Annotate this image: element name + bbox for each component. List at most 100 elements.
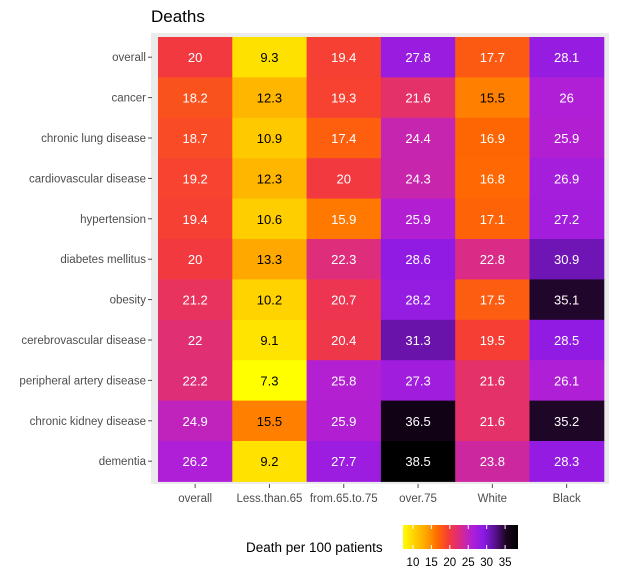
- heatmap-cell: [455, 37, 530, 78]
- cell-value-label: 28.3: [554, 454, 579, 469]
- legend-tick-label: 15: [425, 557, 438, 569]
- heatmap-cell: [380, 319, 456, 361]
- cell-value-label: 28.5: [554, 333, 579, 348]
- x-tick-label: Black: [553, 493, 581, 505]
- y-tick-label: cardiovascular disease: [29, 173, 146, 185]
- color-legend: Death per 100 patients 10 15 20 25 30 35: [246, 525, 518, 569]
- heatmap-cell: [158, 198, 233, 240]
- heatmap-cell: [158, 37, 233, 78]
- cell-value-label: 35.2: [554, 414, 579, 429]
- heatmap-cell: [306, 239, 382, 280]
- cell-value-label: 16.9: [480, 131, 505, 146]
- heatmap-cell: [306, 400, 382, 442]
- heatmap-cell: [529, 117, 605, 159]
- x-axis-labels: overall Less.than.65 from.65.to.75 over.75 W…: [178, 484, 581, 505]
- cell-value-label: 25.9: [554, 131, 579, 146]
- cell-value-label: 23.8: [480, 454, 505, 469]
- heatmap-cell: [455, 239, 530, 280]
- heatmap-cell: [455, 77, 530, 119]
- heatmap-cell: [455, 198, 530, 240]
- cell-value-label: 7.3: [260, 373, 278, 388]
- heatmap-cell: [306, 441, 382, 482]
- y-tick-label: chronic kidney disease: [30, 416, 146, 428]
- heatmap-cell: [158, 239, 233, 280]
- cell-value-label: 10.9: [257, 131, 282, 146]
- heatmap-cell: [380, 37, 456, 78]
- heatmap-cell: [306, 279, 382, 321]
- legend-tick-label: 35: [499, 557, 512, 569]
- cell-value-label: 17.7: [480, 50, 505, 65]
- heatmap-cell: [380, 198, 456, 240]
- cell-value-label: 20.4: [331, 333, 356, 348]
- cell-value-label: 10.6: [257, 212, 282, 227]
- cell-value-label: 10.2: [257, 293, 282, 308]
- heatmap-cell: [158, 319, 233, 361]
- heatmap-cell: [158, 400, 233, 442]
- cell-value-label: 35.1: [554, 293, 579, 308]
- cell-value-label: 17.4: [331, 131, 356, 146]
- cell-value-label: 26.1: [554, 373, 579, 388]
- cell-value-label: 21.6: [480, 373, 505, 388]
- heatmap-cell: [455, 117, 530, 159]
- cell-value-label: 27.7: [331, 454, 356, 469]
- cell-value-label: 28.2: [405, 293, 430, 308]
- heatmap-cell: [306, 77, 382, 119]
- heatmap-cell: [455, 158, 530, 200]
- heatmap-cell: [529, 77, 605, 119]
- heatmap-cell: [232, 360, 308, 402]
- cell-value-label: 28.1: [554, 50, 579, 65]
- cell-value-label: 18.7: [182, 131, 207, 146]
- heatmap-cell: [232, 239, 308, 280]
- cell-value-label: 19.4: [182, 212, 207, 227]
- heatmap-cell: [529, 400, 605, 442]
- cell-value-label: 36.5: [405, 414, 430, 429]
- cell-value-label: 19.4: [331, 50, 356, 65]
- heatmap-cell: [529, 360, 605, 402]
- cell-value-label: 20: [188, 50, 202, 65]
- legend-title: Death per 100 patients: [246, 540, 383, 555]
- chart-title: Deaths: [151, 7, 205, 26]
- heatmap-cell: [232, 158, 308, 200]
- cell-value-label: 16.8: [480, 171, 505, 186]
- y-tick-label: peripheral artery disease: [19, 375, 146, 387]
- cell-value-label: 9.3: [260, 50, 278, 65]
- heatmap-cell: [529, 279, 605, 321]
- heatmap-cell: [158, 158, 233, 200]
- cell-value-label: 31.3: [405, 333, 430, 348]
- cell-value-label: 19.5: [480, 333, 505, 348]
- cell-value-label: 12.3: [257, 171, 282, 186]
- heatmap-cell: [455, 360, 530, 402]
- x-tick-label: White: [478, 493, 507, 505]
- x-tick-label: from.65.to.75: [310, 493, 378, 505]
- heatmap-cell: [380, 117, 456, 159]
- cell-value-label: 9.1: [260, 333, 278, 348]
- heatmap-cell: [306, 198, 382, 240]
- cell-value-label: 26: [559, 91, 573, 106]
- heatmap-cell: [232, 77, 308, 119]
- legend-ticks: 10 15 20 25 30 35: [407, 525, 512, 569]
- y-tick-label: dementia: [99, 456, 147, 468]
- y-tick-label: diabetes mellitus: [60, 254, 146, 266]
- heatmap-cell: [529, 198, 605, 240]
- heatmap-cell: [306, 158, 382, 200]
- heatmap-cell: [158, 77, 233, 119]
- cell-value-label: 27.2: [554, 212, 579, 227]
- heatmap-cell: [455, 400, 530, 442]
- heatmap-cell: [232, 400, 308, 442]
- cell-value-label: 30.9: [554, 252, 579, 267]
- cell-value-label: 17.5: [480, 293, 505, 308]
- cell-value-label: 15.5: [480, 91, 505, 106]
- y-tick-label: chronic lung disease: [41, 133, 146, 145]
- x-tick-label: Less.than.65: [237, 493, 303, 505]
- cell-value-label: 38.5: [405, 454, 430, 469]
- cell-value-label: 24.9: [182, 414, 207, 429]
- heatmap-cell: [158, 360, 233, 402]
- cell-value-label: 24.3: [405, 171, 430, 186]
- cell-value-label: 25.8: [331, 373, 356, 388]
- cell-value-label: 26.2: [182, 454, 207, 469]
- heatmap-cell: [232, 441, 308, 482]
- cell-value-label: 21.6: [405, 91, 430, 106]
- heatmap-cells: 20 9.3 19.4 27.8 17.7 28.1 18.2 12.3 19.3 21.6 15.…: [158, 37, 605, 482]
- cell-value-label: 22.2: [182, 373, 207, 388]
